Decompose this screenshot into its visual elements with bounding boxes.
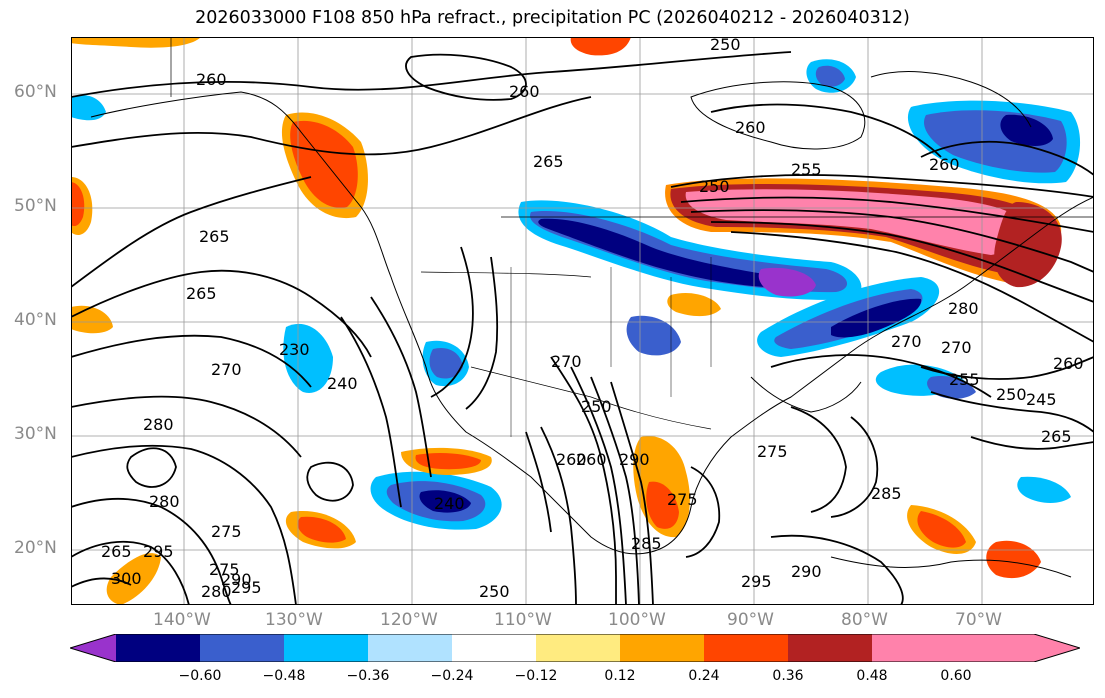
contour-label: 285 (631, 534, 662, 553)
colorbar-segment-6 (452, 634, 536, 662)
lon-label-70w: 70°W (955, 610, 1002, 630)
map-title: 2026033000 F108 850 hPa refract., precip… (195, 8, 910, 28)
lat-label-60n: 60°N (14, 82, 57, 102)
contour-label: 250 (996, 385, 1027, 404)
contour-label: 260 (509, 82, 540, 101)
contour-label: 260 (576, 450, 607, 469)
lat-label-20n: 20°N (14, 538, 57, 558)
colorbar-tick-label: −0.60 (178, 668, 222, 684)
contour-label: 270 (551, 352, 582, 371)
contour-label: 250 (479, 582, 510, 601)
contour-label: 260 (929, 155, 960, 174)
colorbar-segment-9 (704, 634, 788, 662)
contour-label: 295 (143, 542, 174, 561)
contour-label: 280 (201, 582, 232, 601)
lat-label-50n: 50°N (14, 196, 57, 216)
colorbar (70, 634, 1080, 662)
contour-label: 275 (667, 490, 698, 509)
colorbar-segment-1 (70, 634, 116, 662)
contour-label: 285 (871, 484, 902, 503)
contour-label: 250 (710, 37, 741, 54)
colorbar-tick-label: −0.36 (346, 668, 390, 684)
lon-label-90w: 90°W (727, 610, 774, 630)
contour-label: 275 (757, 442, 788, 461)
contour-label: 260 (735, 118, 766, 137)
lon-label-110w: 110°W (494, 610, 552, 630)
contour-label: 240 (434, 494, 465, 513)
contour-label: 260 (196, 70, 227, 89)
contour-label: 280 (143, 415, 174, 434)
contour-label: 275 (211, 522, 242, 541)
contour-label: 260 (556, 450, 587, 469)
precip-shading (71, 37, 1081, 605)
contour-label: 300 (111, 569, 142, 588)
contour-label: 255 (949, 370, 980, 389)
lat-label-40n: 40°N (14, 310, 57, 330)
contour-label: 270 (891, 332, 922, 351)
contour-labels: 260 260 265 265 265 260 255 250 260 250 … (101, 37, 1084, 601)
contour-label: 265 (199, 227, 230, 246)
contour-label: 280 (149, 492, 180, 511)
contour-label: 265 (101, 542, 132, 561)
refractivity-contours (71, 51, 1094, 605)
lon-label-120w: 120°W (380, 610, 438, 630)
contour-label: 290 (791, 562, 822, 581)
contour-label: 295 (741, 572, 772, 591)
contour-label: 290 (221, 570, 252, 589)
contour-label: 245 (1026, 390, 1057, 409)
contour-label: 280 (948, 299, 979, 318)
colorbar-tick-label: 0.36 (772, 668, 804, 684)
contour-label: 270 (211, 360, 242, 379)
colorbar-tick-label: 0.48 (856, 668, 888, 684)
graticule (71, 37, 1094, 605)
contour-label: 295 (231, 578, 262, 597)
colorbar-tick-label: −0.12 (514, 668, 558, 684)
lon-label-80w: 80°W (841, 610, 888, 630)
colorbar-tick-label: 0.12 (604, 668, 636, 684)
contour-label: 250 (699, 177, 730, 196)
map-panel: 260 260 265 265 265 260 255 250 260 250 … (71, 37, 1094, 605)
contour-label: 260 (1053, 354, 1084, 373)
colorbar-segment-10 (788, 634, 872, 662)
lat-label-30n: 30°N (14, 424, 57, 444)
contour-label: 250 (581, 397, 612, 416)
colorbar-segment-12 (1034, 634, 1080, 662)
lon-label-130w: 130°W (265, 610, 323, 630)
colorbar-tick-label: 0.60 (940, 668, 972, 684)
colorbar-segment-5 (368, 634, 452, 662)
contour-label: 265 (533, 152, 564, 171)
colorbar-segment-7 (536, 634, 620, 662)
lon-label-100w: 100°W (608, 610, 666, 630)
lon-label-140w: 140°W (153, 610, 211, 630)
contour-label: 265 (1041, 427, 1072, 446)
coastlines (90, 37, 1094, 578)
colorbar-segment-2 (116, 634, 200, 662)
colorbar-segment-11 (872, 634, 1034, 662)
colorbar-tick-label: −0.24 (430, 668, 474, 684)
colorbar-segment-8 (620, 634, 704, 662)
contour-label: 270 (941, 338, 972, 357)
contour-label: 290 (619, 450, 650, 469)
contour-label: 275 (209, 560, 240, 579)
contour-label: 240 (327, 374, 358, 393)
colorbar-tick-label: −0.48 (262, 668, 306, 684)
colorbar-segment-3 (200, 634, 284, 662)
contour-label: 255 (791, 160, 822, 179)
contour-label: 230 (279, 340, 310, 359)
colorbar-segment-4 (284, 634, 368, 662)
colorbar-tick-label: 0.24 (688, 668, 720, 684)
contour-label: 265 (186, 284, 217, 303)
